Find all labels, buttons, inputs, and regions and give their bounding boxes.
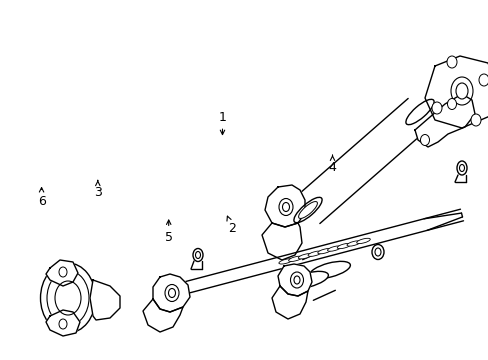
Ellipse shape bbox=[279, 198, 292, 216]
Ellipse shape bbox=[288, 256, 302, 261]
Ellipse shape bbox=[478, 74, 488, 86]
Polygon shape bbox=[278, 264, 311, 296]
Ellipse shape bbox=[298, 254, 311, 259]
Ellipse shape bbox=[41, 263, 95, 333]
Ellipse shape bbox=[317, 248, 331, 254]
Ellipse shape bbox=[346, 241, 360, 246]
Text: 5: 5 bbox=[164, 220, 172, 244]
Polygon shape bbox=[142, 299, 183, 332]
Ellipse shape bbox=[309, 261, 350, 279]
Ellipse shape bbox=[356, 238, 369, 244]
Polygon shape bbox=[414, 94, 474, 147]
Ellipse shape bbox=[431, 102, 441, 114]
Ellipse shape bbox=[47, 270, 89, 325]
Ellipse shape bbox=[164, 284, 179, 302]
Text: 6: 6 bbox=[38, 188, 45, 208]
Ellipse shape bbox=[371, 244, 383, 260]
Ellipse shape bbox=[405, 99, 433, 125]
Ellipse shape bbox=[293, 276, 299, 284]
Ellipse shape bbox=[420, 135, 428, 145]
Ellipse shape bbox=[287, 271, 328, 289]
Text: 1: 1 bbox=[218, 111, 226, 135]
Text: 3: 3 bbox=[94, 180, 102, 199]
Ellipse shape bbox=[456, 161, 466, 175]
Ellipse shape bbox=[298, 202, 317, 219]
Polygon shape bbox=[46, 310, 80, 336]
Polygon shape bbox=[153, 274, 190, 312]
Ellipse shape bbox=[195, 252, 200, 258]
Polygon shape bbox=[262, 223, 302, 260]
Ellipse shape bbox=[282, 202, 289, 212]
Ellipse shape bbox=[55, 281, 81, 315]
Polygon shape bbox=[271, 286, 307, 319]
Polygon shape bbox=[46, 260, 78, 286]
Text: 2: 2 bbox=[226, 216, 236, 235]
Ellipse shape bbox=[293, 197, 322, 223]
Ellipse shape bbox=[446, 56, 456, 68]
Text: 4: 4 bbox=[328, 155, 336, 174]
Ellipse shape bbox=[307, 251, 321, 256]
Ellipse shape bbox=[290, 272, 303, 288]
Ellipse shape bbox=[450, 77, 472, 105]
Ellipse shape bbox=[374, 248, 380, 256]
Ellipse shape bbox=[459, 165, 464, 171]
Ellipse shape bbox=[470, 114, 480, 126]
Ellipse shape bbox=[327, 246, 341, 251]
Polygon shape bbox=[264, 185, 305, 227]
Ellipse shape bbox=[337, 243, 350, 249]
Ellipse shape bbox=[59, 319, 67, 329]
Ellipse shape bbox=[59, 267, 67, 277]
Ellipse shape bbox=[278, 259, 292, 264]
Ellipse shape bbox=[455, 83, 467, 99]
Polygon shape bbox=[90, 280, 120, 320]
Ellipse shape bbox=[193, 248, 203, 261]
Ellipse shape bbox=[168, 288, 175, 297]
Ellipse shape bbox=[447, 99, 456, 109]
Polygon shape bbox=[424, 56, 488, 128]
